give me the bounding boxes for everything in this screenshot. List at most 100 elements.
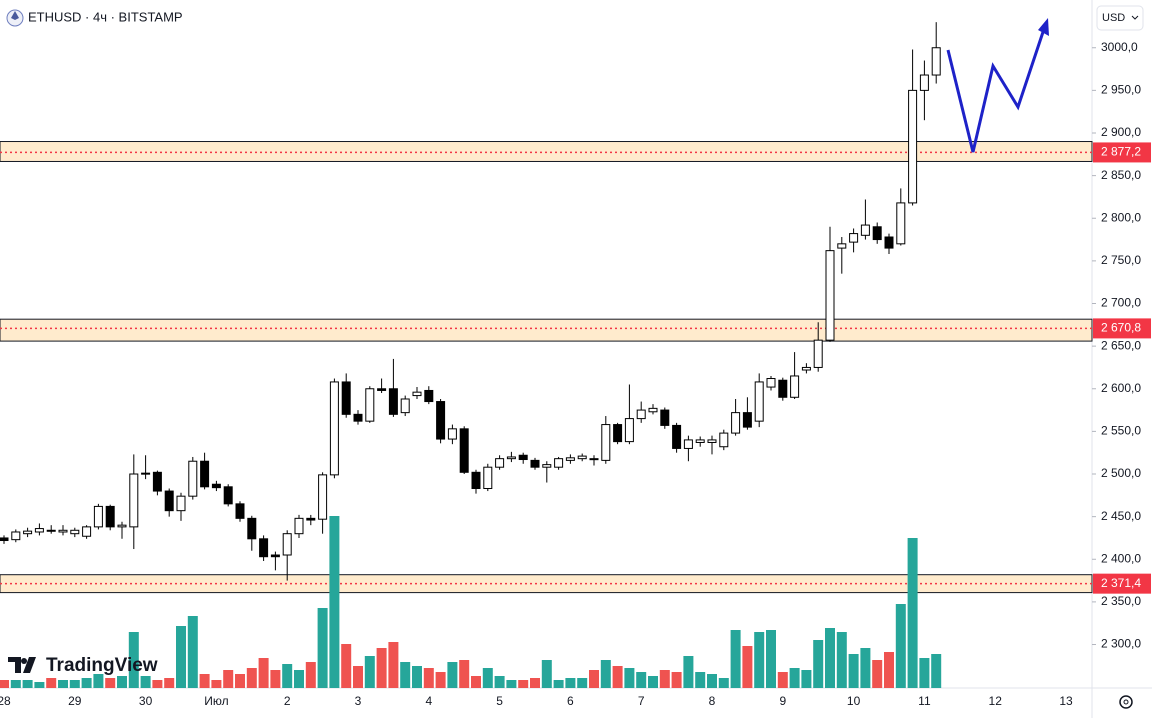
volume-bar [860, 648, 871, 688]
candle-body [860, 224, 870, 236]
arrow-head [1038, 18, 1049, 36]
candle-body [648, 407, 658, 413]
volume-bar [671, 672, 682, 688]
y-tick-label: 2 850,0 [1101, 168, 1141, 182]
volume-bar [707, 674, 717, 688]
candle-body [259, 538, 269, 558]
level-badge [1093, 573, 1151, 594]
candle-body [447, 428, 457, 440]
volume-bar [199, 674, 210, 688]
volume-bar [187, 616, 198, 688]
volume-bar [117, 676, 127, 688]
volume-bar [494, 676, 505, 688]
volume-bar [105, 678, 116, 688]
candle-body [58, 529, 68, 533]
candle-body [530, 459, 540, 468]
volume-bar [836, 632, 847, 688]
candle-body [565, 457, 575, 461]
y-tick-label: 2 600,0 [1101, 381, 1141, 395]
volume-bar [931, 654, 942, 688]
candle-body [412, 391, 422, 397]
candle-body [931, 47, 941, 76]
axes: 2 300,0 2 350,0 2 400,0 2 450,0 2 500,0 2 550… [0, 40, 1141, 708]
candle-body [884, 236, 894, 249]
candle-body [377, 388, 387, 391]
volume-bar [766, 630, 776, 688]
volume-bar [305, 662, 316, 688]
candle-body [813, 339, 823, 368]
volume-bar [565, 678, 576, 688]
volume-bar [34, 682, 45, 688]
volume-bar [246, 668, 257, 688]
candle-body [129, 473, 139, 528]
y-tick-label: 2 350,0 [1101, 594, 1141, 608]
volume-bar [813, 640, 824, 688]
candle-body [707, 439, 717, 443]
brand-dot [21, 658, 27, 664]
candle-body [388, 388, 398, 415]
candle-body [919, 74, 929, 91]
y-tick-label: 2 700,0 [1101, 296, 1141, 310]
currency-button[interactable] [1096, 5, 1144, 31]
volume-bar [152, 680, 163, 688]
volume-bar [683, 656, 694, 688]
candle-body [742, 412, 752, 428]
candle-body [82, 526, 92, 537]
level-badge [1093, 142, 1151, 163]
candle-body [424, 389, 434, 403]
volume-bar [825, 628, 835, 688]
x-tick-label: Июл [204, 694, 228, 708]
symbol-title: ETHUSD · 4ч · BITSTAMP [28, 9, 183, 24]
volume-bar [506, 680, 517, 688]
candle-body [825, 250, 835, 341]
y-tick-label: 2 400,0 [1101, 551, 1141, 565]
settings-button[interactable] [1119, 695, 1133, 709]
brand-name: TradingView [46, 655, 158, 676]
x-tick-label: 8 [709, 694, 716, 708]
symbol-icon-glyph [11, 11, 19, 20]
volume-bar [754, 632, 765, 688]
y-tick-label: 2 300,0 [1101, 637, 1141, 651]
candle-body [46, 529, 56, 532]
candle-body [518, 454, 528, 461]
level-zone [0, 318, 1093, 342]
volume-bar [58, 680, 68, 688]
x-tick-label: 11 [918, 694, 931, 708]
volume-bar [223, 670, 234, 688]
volume-bar [659, 670, 670, 688]
candle-body [636, 409, 646, 420]
volume-bar [176, 626, 186, 688]
y-tick-label: 2 450,0 [1101, 509, 1141, 523]
volume-bar [518, 680, 529, 688]
volume-bar [258, 658, 269, 688]
candle-body [754, 381, 764, 422]
volume-bar [270, 670, 281, 688]
candle-body [577, 455, 587, 460]
volume-bar [541, 660, 552, 688]
candle-body [908, 89, 918, 204]
candle-body [34, 528, 44, 533]
candle-body [176, 495, 186, 512]
volume-bar [459, 660, 470, 688]
y-tick-label: 2 900,0 [1101, 125, 1141, 139]
candle-body [436, 401, 446, 440]
volume-bar [282, 664, 293, 688]
volume-bar [81, 678, 92, 688]
candle-body [683, 439, 693, 449]
volume-bar [447, 662, 458, 688]
x-tick-label: 3 [355, 694, 362, 708]
candle-body [294, 517, 304, 535]
volume-bar [919, 658, 930, 688]
candle-body [542, 464, 552, 468]
candle-body [801, 366, 811, 371]
volume-bar [624, 668, 635, 688]
volume-bar [412, 666, 422, 688]
volume-bar [718, 678, 729, 688]
volume-bar [695, 672, 706, 688]
volume-bar [742, 646, 753, 688]
volume-bar [648, 676, 658, 688]
volume-bar [294, 670, 304, 688]
volume-bar [471, 676, 481, 688]
candle-body [483, 466, 493, 490]
